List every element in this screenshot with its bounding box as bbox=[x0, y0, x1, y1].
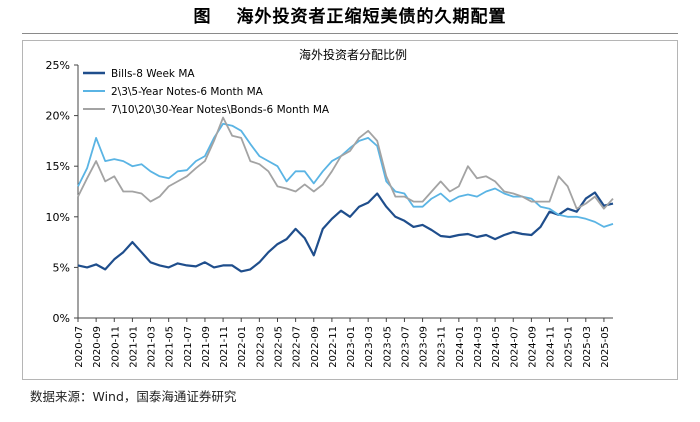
y-tick-label: 10% bbox=[46, 211, 70, 224]
x-tick-label: 2023-05 bbox=[382, 326, 393, 368]
axes: 0% 5% 10% 15% 20% 25% 2020-07 2020-09 2020-11 202… bbox=[46, 59, 613, 368]
x-tick-label: 2023-03 bbox=[364, 326, 375, 368]
legend-label: 2\3\5-Year Notes-6 Month MA bbox=[111, 86, 264, 98]
series-line-3 bbox=[77, 116, 614, 210]
y-tick-label: 5% bbox=[53, 261, 70, 274]
x-tick-label: 2022-11 bbox=[328, 326, 339, 368]
chart-frame: 海外投资者分配比例 0% 5% 10% 15% 20% 25% 2020-07 2020-09… bbox=[22, 40, 678, 380]
y-tick-label: 20% bbox=[46, 110, 70, 123]
series-line-2 bbox=[77, 122, 614, 228]
x-tick-label: 2020-07 bbox=[74, 326, 85, 368]
x-tick-label: 2023-11 bbox=[437, 326, 448, 368]
x-tick-label: 2024-03 bbox=[473, 326, 484, 368]
x-tick-label: 2021-05 bbox=[165, 326, 176, 368]
y-tick-label: 25% bbox=[46, 59, 70, 72]
source-note: 数据来源：Wind，国泰海通证券研究 bbox=[30, 389, 237, 404]
line-chart: 海外投资者分配比例 0% 5% 10% 15% 20% 25% 2020-07 2020-09… bbox=[46, 47, 614, 368]
x-tick-label: 2024-07 bbox=[509, 326, 520, 368]
x-tick-label: 2021-09 bbox=[201, 326, 212, 368]
series-lines bbox=[77, 116, 614, 273]
chart-title: 海外投资者分配比例 bbox=[299, 47, 407, 62]
x-tick-label: 2021-07 bbox=[183, 326, 194, 368]
x-tick-label: 2020-09 bbox=[92, 326, 103, 368]
x-tick-label: 2022-05 bbox=[273, 326, 284, 368]
x-tick-label: 2022-01 bbox=[237, 326, 248, 368]
x-tick-label: 2023-09 bbox=[419, 326, 430, 368]
x-tick-label: 2024-11 bbox=[546, 326, 557, 368]
figure-title: 图 海外投资者正缩短美债的久期配置 bbox=[193, 7, 507, 27]
x-tick-label: 2025-03 bbox=[582, 326, 593, 368]
x-tick-label: 2023-07 bbox=[400, 326, 411, 368]
x-tick-label: 2024-01 bbox=[455, 326, 466, 368]
x-tick-label: 2021-11 bbox=[219, 326, 230, 368]
x-tick-label: 2025-05 bbox=[600, 326, 611, 368]
title-divider bbox=[22, 33, 678, 34]
y-tick-label: 0% bbox=[53, 312, 70, 325]
x-tick-label: 2021-01 bbox=[128, 326, 139, 368]
x-tick-label: 2022-07 bbox=[292, 326, 303, 368]
x-tick-label: 2020-11 bbox=[110, 326, 121, 368]
x-tick-label: 2023-01 bbox=[346, 326, 357, 368]
x-tick-label: 2022-03 bbox=[255, 326, 266, 368]
x-tick-label: 2021-03 bbox=[147, 326, 158, 368]
y-tick-label: 15% bbox=[46, 160, 70, 173]
legend-label: Bills-8 Week MA bbox=[111, 68, 195, 80]
legend: Bills-8 Week MA 2\3\5-Year Notes-6 Month … bbox=[83, 68, 330, 116]
x-tick-label: 2025-01 bbox=[564, 326, 575, 368]
x-tick-label: 2024-05 bbox=[491, 326, 502, 368]
x-tick-label: 2024-09 bbox=[527, 326, 538, 368]
legend-label: 7\10\20\30-Year Notes\Bonds-6 Month MA bbox=[111, 104, 330, 116]
series-line-1 bbox=[77, 191, 614, 273]
x-tick-label: 2022-09 bbox=[310, 326, 321, 368]
